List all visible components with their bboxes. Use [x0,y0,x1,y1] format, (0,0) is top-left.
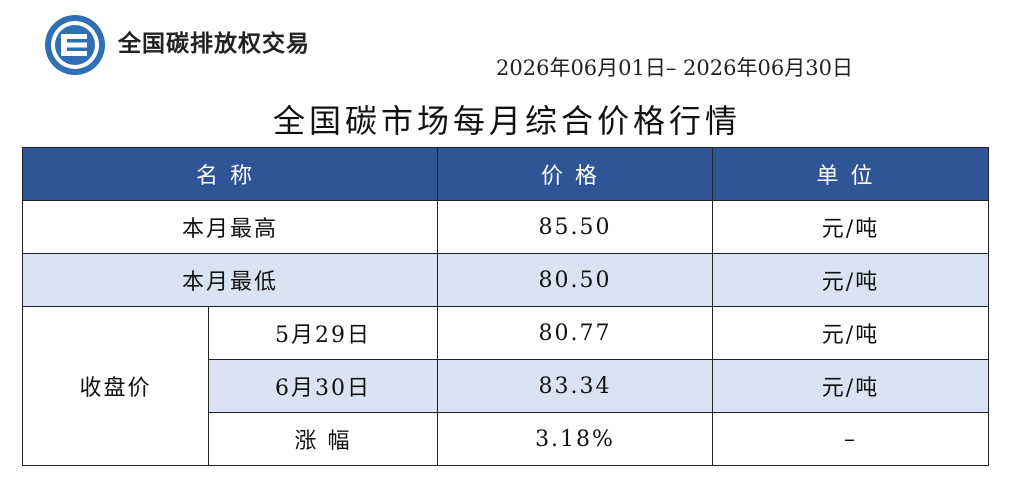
exchange-logo-icon [45,15,105,75]
header-unit: 单位 [712,147,990,201]
row-unit: 元/吨 [712,306,990,360]
row-unit: 元/吨 [712,359,990,413]
table-row: 本月最低 80.50 元/吨 [21,253,990,307]
table-row: 本月最高 85.50 元/吨 [21,200,990,254]
row-price: 83.34 [437,359,714,413]
table-header-row: 名称 价格 单位 [21,147,990,201]
brand-name: 全国碳排放权交易 [118,31,310,57]
row-price: 80.77 [437,306,714,360]
row-date: 6月30日 [207,359,439,413]
row-price: 80.50 [437,253,714,307]
table-row: 收盘价 5月29日 80.77 元/吨 [22,306,990,466]
header-name: 名称 [21,147,439,201]
row-name: 本月最低 [21,253,439,307]
row-change-label: 涨 幅 [207,412,439,466]
header-price: 价格 [437,147,714,201]
row-name: 本月最高 [21,200,439,254]
row-change-value: 3.18% [437,412,714,466]
row-unit: 元/吨 [712,200,990,254]
date-range: 2026年06月01日– 2026年06月30日 [496,56,853,80]
row-unit: – [712,412,990,466]
price-table: 名称 价格 单位 本月最高 85.50 元/吨 本月最低 80.50 元/吨 收… [21,147,990,466]
row-price: 85.50 [437,200,714,254]
table-row: 6月30日 83.34 元/吨 [22,359,990,413]
row-unit: 元/吨 [712,253,990,307]
closing-price-label: 收盘价 [22,306,209,466]
page-title: 全国碳市场每月综合价格行情 [272,102,741,140]
row-date: 5月29日 [207,306,439,360]
